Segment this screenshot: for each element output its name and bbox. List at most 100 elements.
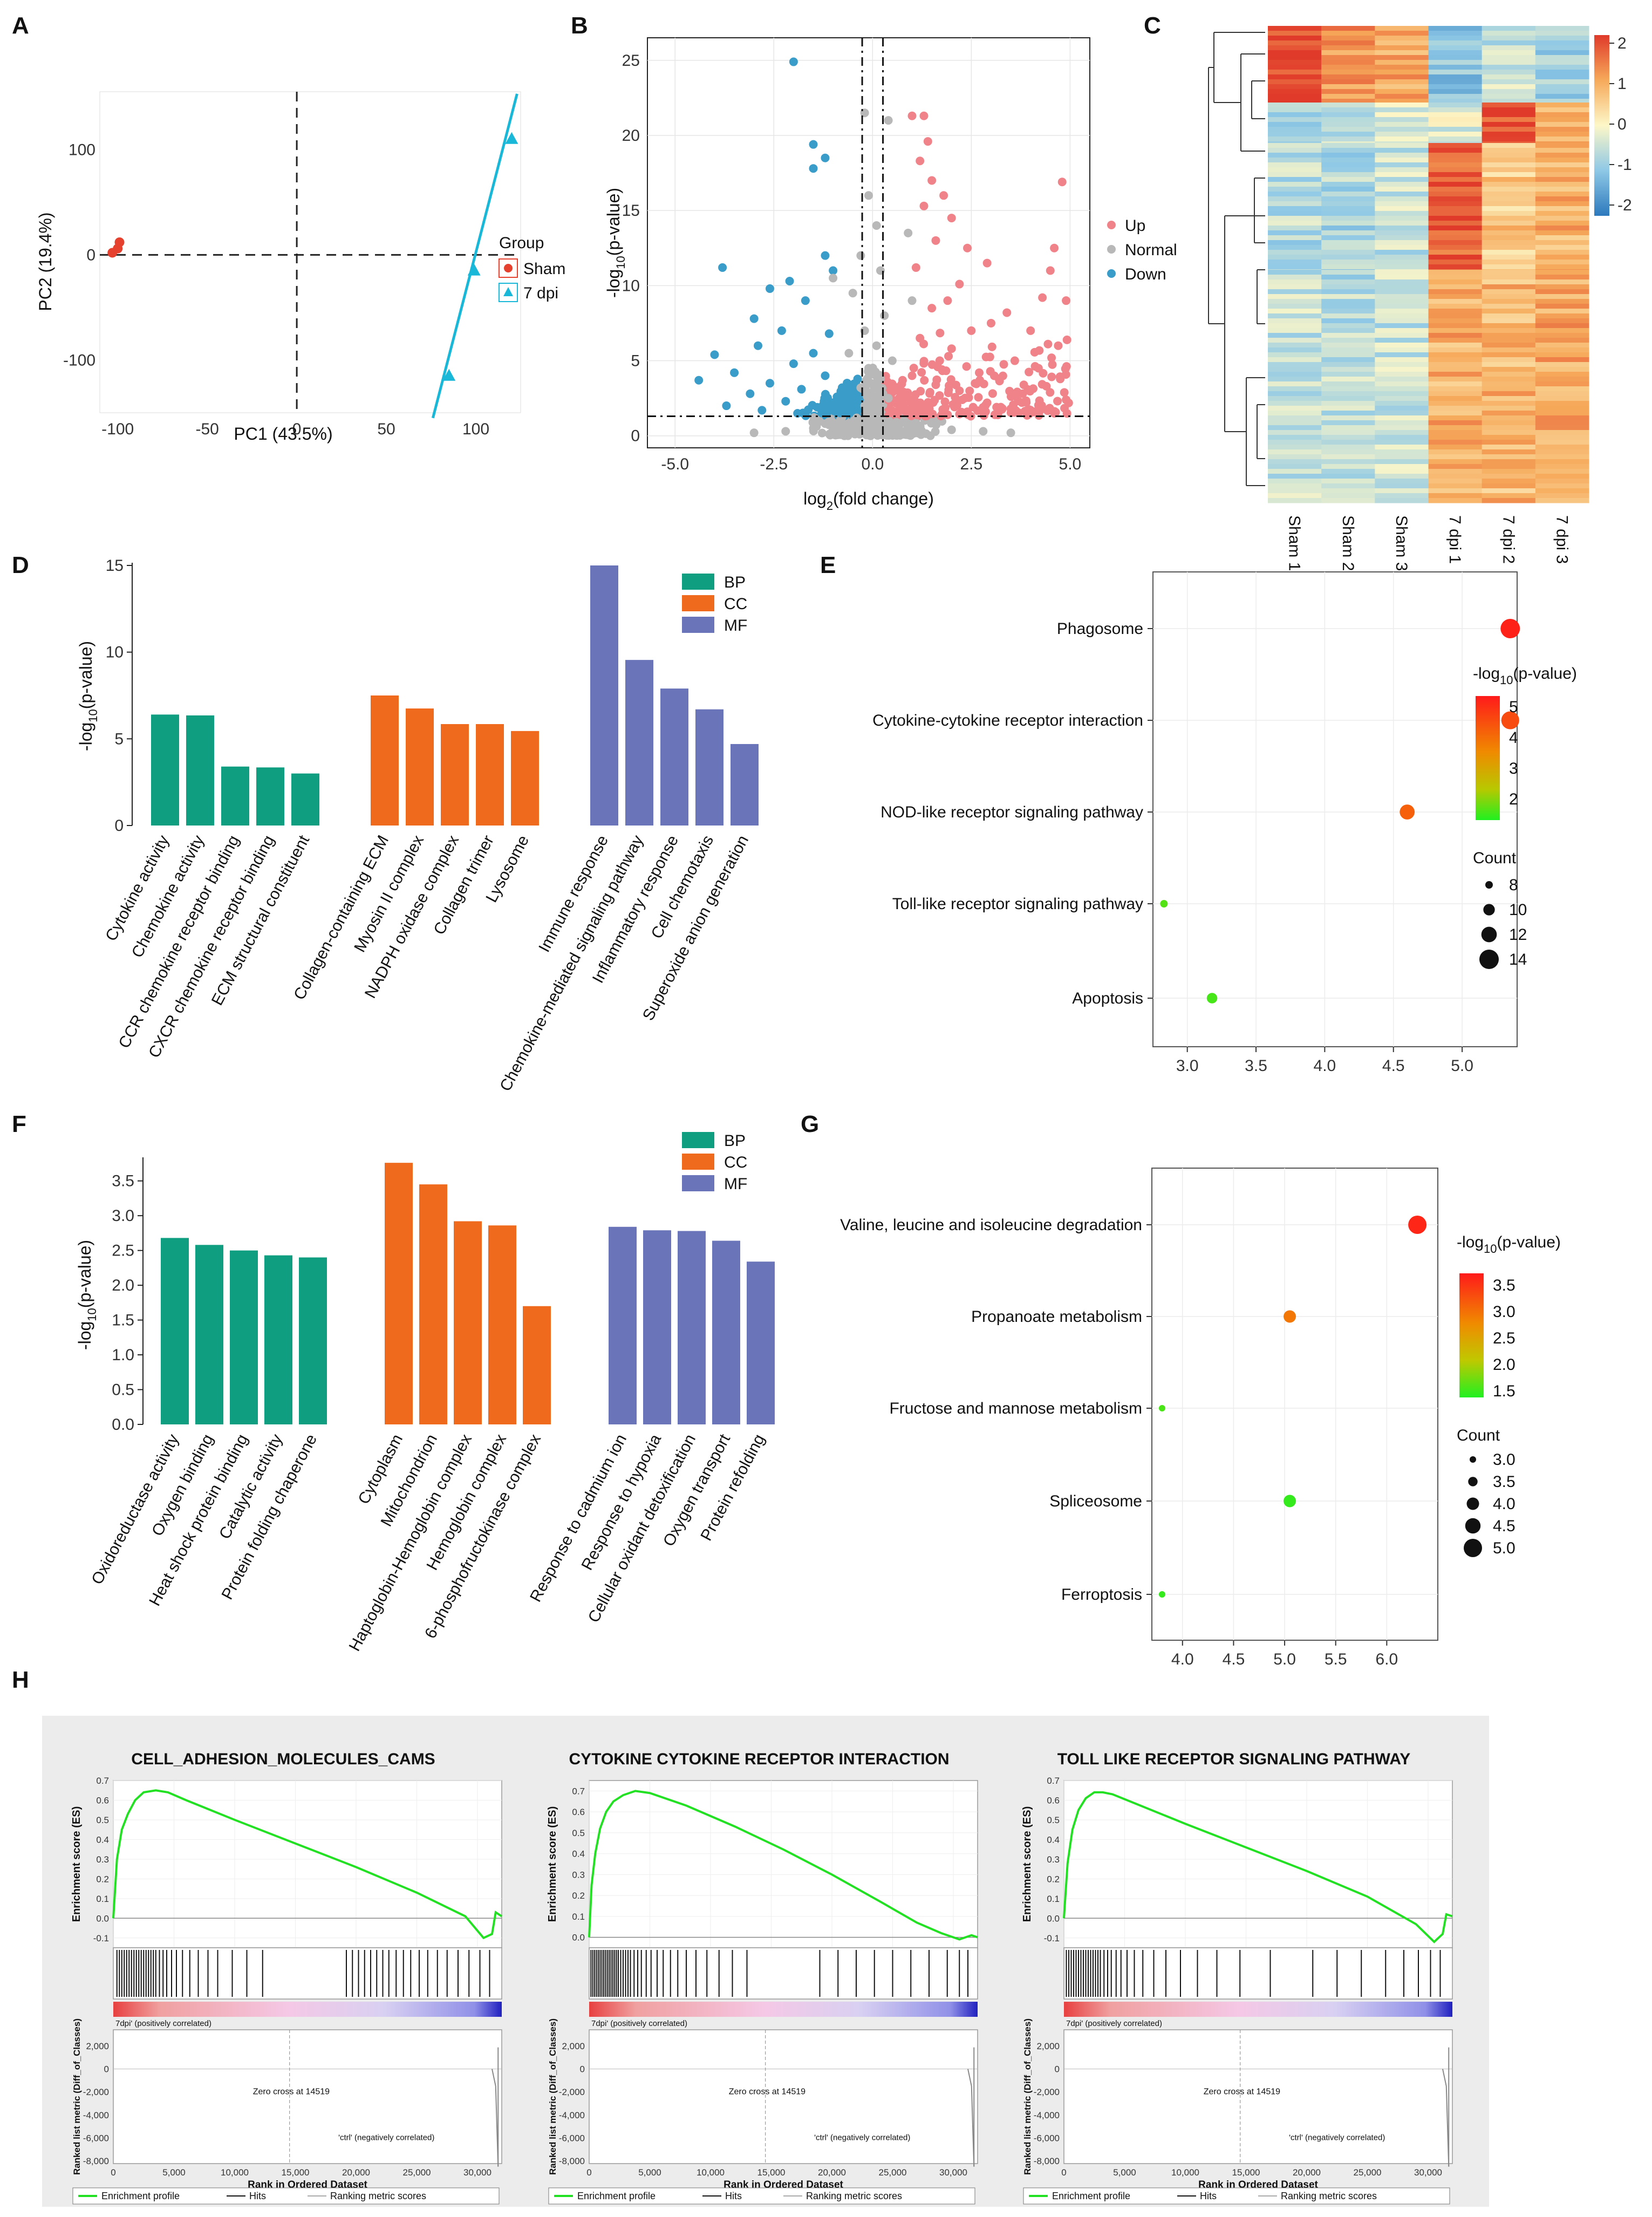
volcano-point-up <box>1057 178 1067 187</box>
heatmap-cell <box>1268 328 1322 333</box>
gsea-es-tick-label: 0.4 <box>96 1834 109 1845</box>
panel-letter-h: H <box>12 1667 29 1693</box>
heatmap-cell <box>1535 498 1589 503</box>
gsea-es-area <box>1063 1780 1453 1948</box>
volcano-legend-up: Up <box>1125 217 1145 235</box>
volcano-point-down <box>746 389 755 398</box>
gsea-x-tick-label: 20,000 <box>818 2167 846 2178</box>
go-f-bar <box>488 1225 516 1424</box>
heatmap-cell <box>1535 132 1589 137</box>
heatmap-cell <box>1375 55 1429 60</box>
heatmap-cell <box>1535 36 1589 41</box>
volcano-up-point <box>1062 335 1071 344</box>
heatmap-cell <box>1428 245 1483 250</box>
volcano-point-normal <box>979 427 988 436</box>
go-d-bar <box>186 715 214 826</box>
heatmap-cell <box>1268 318 1322 324</box>
heatmap-cell <box>1482 391 1536 397</box>
heatmap-cell <box>1321 493 1375 499</box>
heatmap-cell <box>1428 289 1483 295</box>
heatmap-cell <box>1428 493 1483 499</box>
heatmap-cell <box>1321 172 1375 178</box>
heatmap-cell <box>1375 435 1429 440</box>
heatmap-column-label: 7 dpi 2 <box>1499 515 1517 564</box>
heatmap-cell <box>1535 294 1589 299</box>
pca-x-tick-label: 0 <box>292 420 302 438</box>
go-f-y-tick-label: 3.0 <box>112 1207 134 1225</box>
heatmap-column-label: Sham 1 <box>1286 515 1303 571</box>
heatmap-cell <box>1428 435 1483 440</box>
volcano-up-point <box>941 366 951 376</box>
heatmap-cell <box>1268 45 1322 51</box>
heatmap-cell <box>1482 65 1536 70</box>
heatmap-cell <box>1375 148 1429 153</box>
gsea-es-tick-label: 0.5 <box>96 1815 109 1825</box>
heatmap-cell <box>1268 264 1322 270</box>
gsea-es-tick-label: 0.0 <box>96 1913 109 1923</box>
heatmap-cell <box>1321 162 1375 168</box>
volcano-point-up <box>907 371 917 380</box>
kegg-g-size-key <box>1464 1539 1482 1557</box>
go-f-y-label: -log10(p-value) <box>75 1240 99 1350</box>
heatmap-cell <box>1375 255 1429 260</box>
pca-x-tick-label: -100 <box>101 420 134 438</box>
heatmap-cell <box>1268 445 1322 450</box>
heatmap-cell <box>1375 172 1429 178</box>
heatmap-cell <box>1375 270 1429 275</box>
heatmap-cell <box>1535 328 1589 333</box>
heatmap-cell <box>1321 440 1375 445</box>
heatmap-cell <box>1375 143 1429 148</box>
heatmap-cell <box>1428 216 1483 221</box>
kegg-e-color-tick-label: 3 <box>1509 760 1518 777</box>
heatmap-cell <box>1482 255 1536 260</box>
heatmap-cell <box>1428 357 1483 363</box>
volcano-x-label-tail: (fold change) <box>833 489 934 508</box>
heatmap-cell <box>1428 255 1483 260</box>
gsea-es-tick-label: 0.6 <box>96 1795 109 1805</box>
heatmap-cell <box>1428 284 1483 290</box>
volcano-point-normal <box>781 427 790 436</box>
heatmap-cell <box>1375 137 1429 142</box>
heatmap-cell <box>1535 211 1589 216</box>
heatmap-cell <box>1268 406 1322 411</box>
volcano-bg-point <box>826 404 835 413</box>
kegg-e-x-tick-label: 4.5 <box>1382 1057 1405 1075</box>
heatmap-cell <box>1375 40 1429 46</box>
heatmap-cell <box>1428 469 1483 474</box>
heatmap-cell <box>1375 196 1429 202</box>
panel-letter-f: F <box>12 1111 26 1137</box>
volcano-point-up <box>1062 395 1071 404</box>
heatmap-cell <box>1268 333 1322 338</box>
gsea-rank-area <box>1063 2029 1453 2164</box>
gsea-ranking-metric <box>967 2069 975 2167</box>
heatmap-cell <box>1375 498 1429 503</box>
kegg-g-dot <box>1158 1405 1165 1411</box>
heatmap-cell <box>1375 479 1429 484</box>
heatmap-cell <box>1482 79 1536 85</box>
heatmap-cell <box>1428 221 1483 226</box>
heatmap-cell <box>1428 430 1483 435</box>
heatmap-cell <box>1375 445 1429 450</box>
heatmap-cell <box>1268 221 1322 226</box>
heatmap-cell <box>1321 338 1375 343</box>
heatmap-cell <box>1535 352 1589 358</box>
heatmap-cell <box>1535 474 1589 479</box>
heatmap-cell <box>1321 137 1375 142</box>
heatmap-column-labels: Sham 1 Sham 2 Sham 3 7 dpi 1 7 dpi 2 7 dpi 3 <box>1286 515 1571 571</box>
volcano-up-point <box>897 399 906 408</box>
kegg-g-size-key <box>1470 1456 1476 1463</box>
gsea-ranking-metric <box>1442 2069 1450 2167</box>
kegg-e-legend: 5 4 3 2 8 10 12 14 <box>1479 698 1527 969</box>
heatmap-cell <box>1321 89 1375 94</box>
volcano-x-tick-label: 5.0 <box>1059 455 1082 473</box>
heatmap-cell <box>1428 103 1483 108</box>
heatmap-cell <box>1535 201 1589 207</box>
go-f-legend-bp-key <box>682 1132 714 1148</box>
volcano-point-down <box>722 401 731 411</box>
heatmap-cell <box>1428 474 1483 479</box>
heatmap-cell <box>1268 36 1322 41</box>
volcano-bg-point <box>927 419 936 428</box>
go-f-bar <box>299 1257 327 1424</box>
